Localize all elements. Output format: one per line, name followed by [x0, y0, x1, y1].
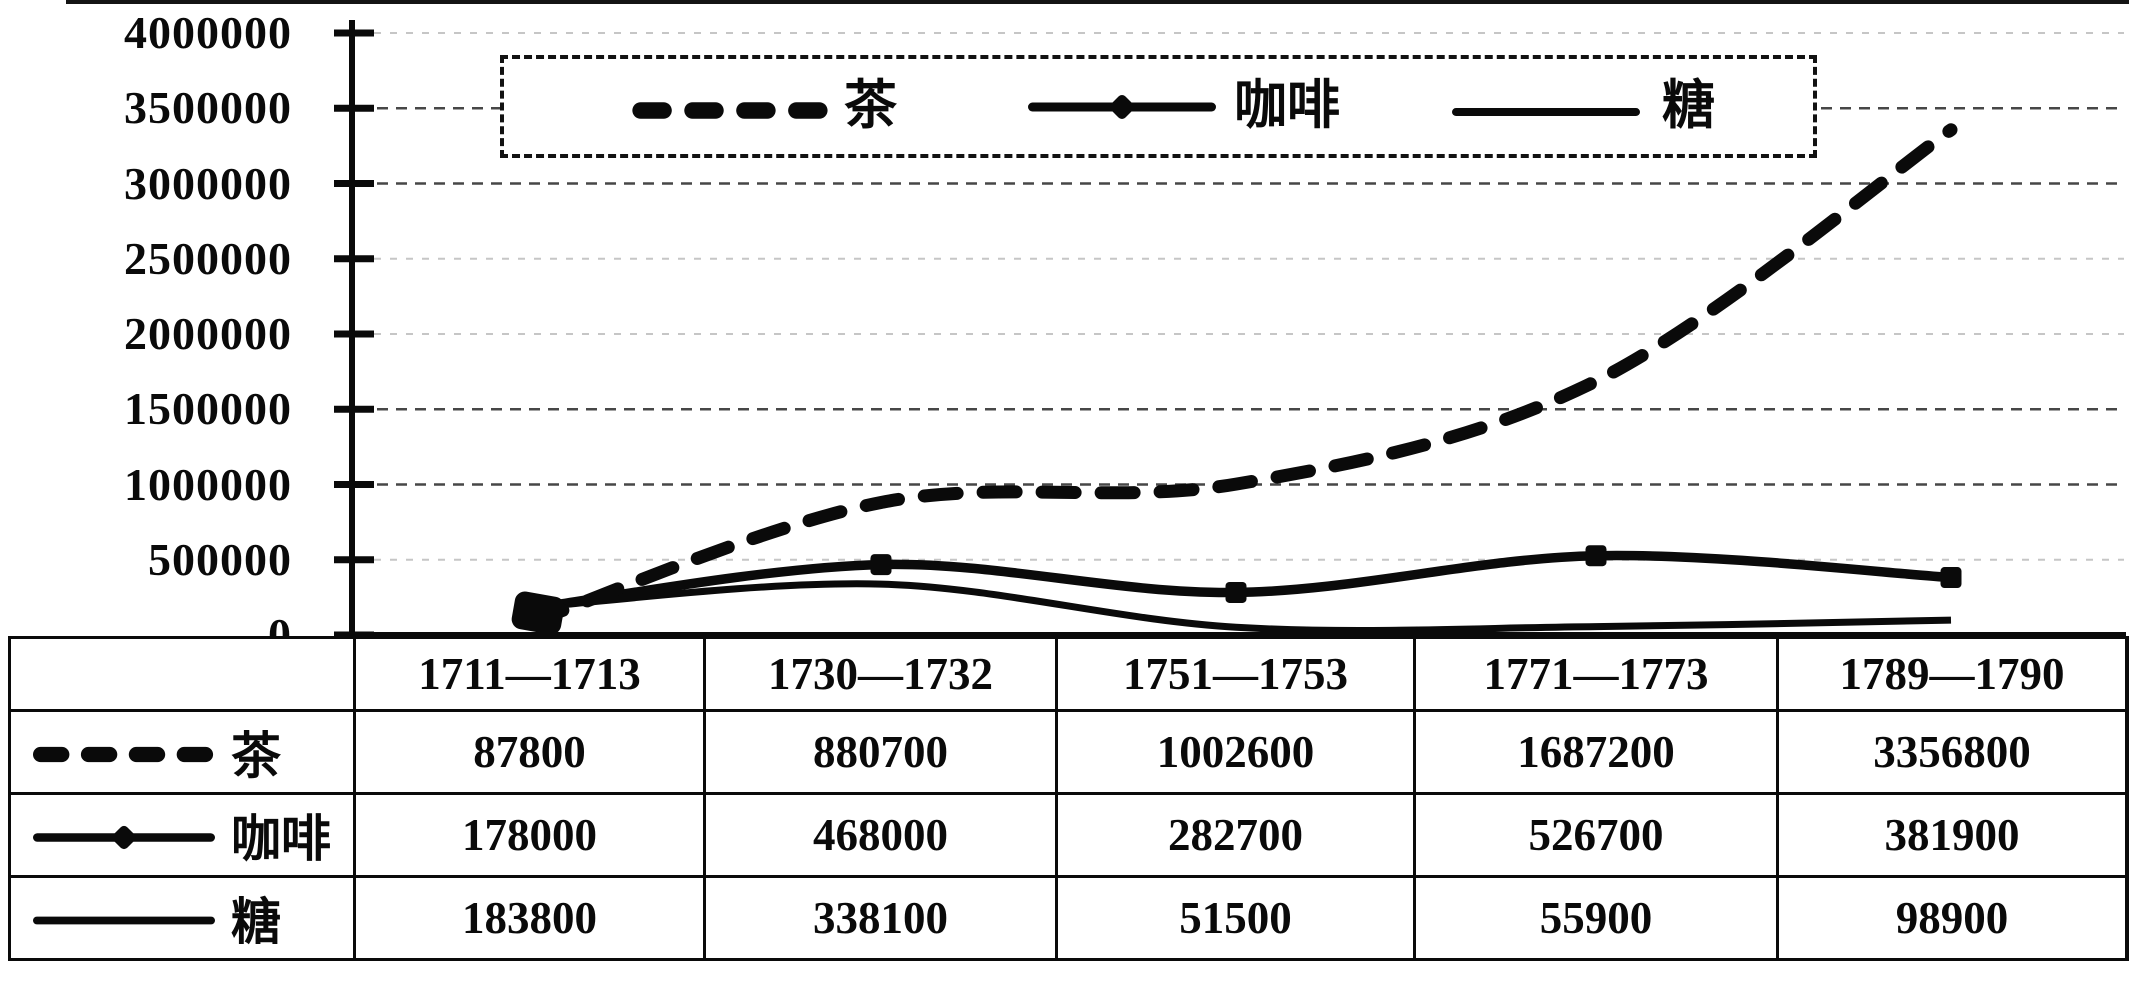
value-cell: 178000: [353, 792, 706, 878]
value-cell: 381900: [1776, 792, 2129, 878]
value-cell: 1687200: [1413, 709, 1779, 795]
table-row: 茶 87800 880700 1002600 1687200 3356800: [8, 709, 2129, 795]
solid-with-marker-sample-icon: [33, 809, 215, 861]
series-label: 茶: [231, 728, 281, 784]
series-label-cell: 糖: [8, 875, 356, 961]
category-cell: 1771—1773: [1413, 636, 1779, 712]
value-cell: 468000: [703, 792, 1058, 878]
thick-dashed-sample-icon: [33, 726, 215, 778]
tea-line-sample-icon: [632, 97, 830, 129]
chart-legend: 茶 咖啡 糖: [500, 55, 1817, 158]
y-tick-label: 1000000: [124, 458, 292, 510]
category-cell: 1730—1732: [703, 636, 1058, 712]
sugar-series-line: [531, 580, 1952, 634]
top-border-line: [66, 0, 2129, 4]
axis-corner-cell: [8, 636, 356, 712]
axes: [334, 20, 2126, 639]
data-table: 1711—1713 1730—1732 1751—1753 1771—1773 1789…: [8, 636, 2129, 961]
y-tick-label: 500000: [148, 533, 292, 585]
value-cell: 87800: [353, 709, 706, 795]
tea-start-marker: [511, 591, 565, 635]
table-row: 咖啡 178000 468000 282700 526700 381900: [8, 792, 2129, 878]
sugar-line-sample-icon: [1452, 99, 1640, 130]
y-tick-label: 3000000: [124, 157, 292, 209]
y-tick-label: 2000000: [124, 308, 292, 359]
value-cell: 526700: [1413, 792, 1779, 878]
series-label: 糖: [231, 894, 281, 950]
category-cell: 1789—1790: [1776, 636, 2129, 712]
value-cell: 51500: [1055, 875, 1416, 961]
y-tick-label: 2500000: [124, 232, 292, 284]
value-cell: 183800: [353, 875, 706, 961]
value-cell: 98900: [1776, 875, 2129, 961]
y-axis: 4000000 3500000 3000000 2500000 2000000 15000…: [0, 0, 292, 660]
series-label: 咖啡: [231, 811, 331, 867]
solid-thin-sample-icon: [33, 892, 215, 944]
category-cell: 1751—1753: [1055, 636, 1416, 712]
category-row: 1711—1713 1730—1732 1751—1753 1771—1773 1789…: [8, 636, 2129, 712]
tea-series-line: [525, 123, 1958, 629]
coffee-line-sample-icon: [1028, 94, 1216, 125]
y-tick-label: 1500000: [124, 383, 292, 435]
legend-label-tea: 茶: [844, 77, 897, 135]
y-tick-label: 4000000: [124, 7, 292, 58]
category-cell: 1711—1713: [353, 636, 706, 712]
value-cell: 338100: [703, 875, 1058, 961]
value-cell: 1002600: [1055, 709, 1416, 795]
value-cell: 880700: [703, 709, 1058, 795]
series-label-cell: 咖啡: [8, 792, 356, 878]
value-cell: 3356800: [1776, 709, 2129, 795]
legend-label-coffee: 咖啡: [1234, 77, 1340, 135]
series-label-cell: 茶: [8, 709, 356, 795]
value-cell: 282700: [1055, 792, 1416, 878]
table-row: 糖 183800 338100 51500 55900 98900: [8, 875, 2129, 961]
value-cell: 55900: [1413, 875, 1779, 961]
legend-label-sugar: 糖: [1662, 77, 1715, 135]
y-tick-label: 3500000: [124, 82, 292, 134]
